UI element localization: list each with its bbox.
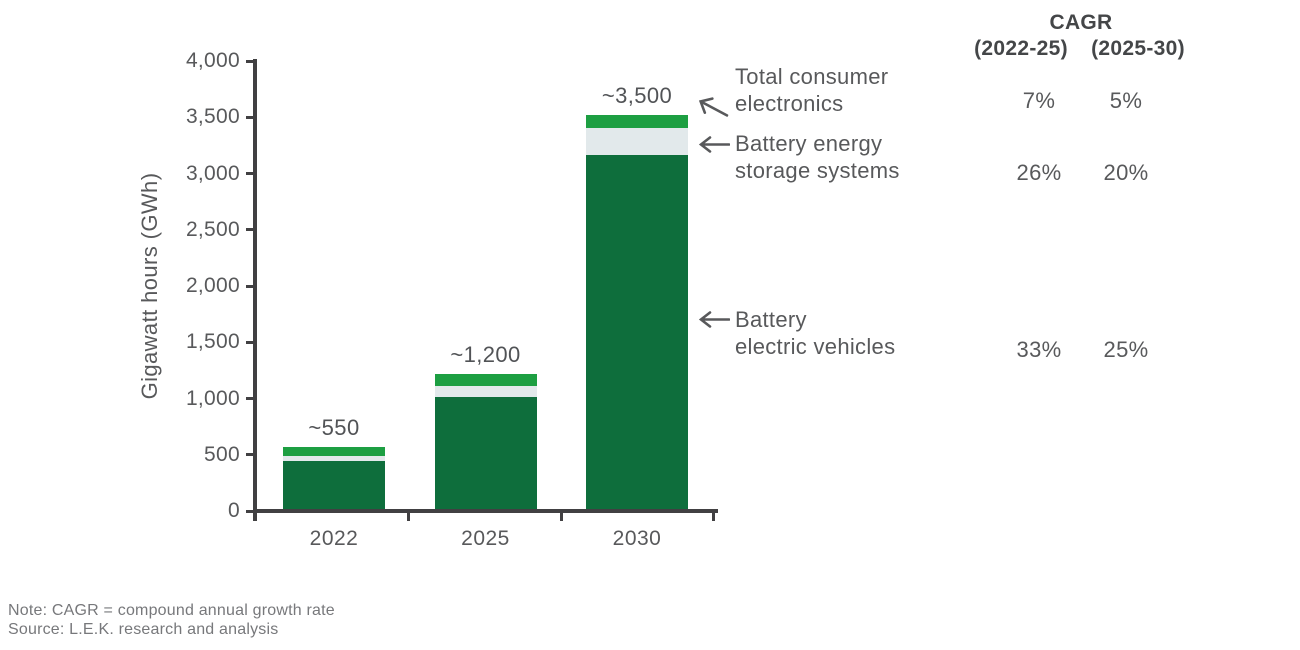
legend-consumer-electronics-line1: Total consumer — [735, 64, 889, 89]
arrow-left-icon — [698, 311, 730, 328]
y-tick-label: 1,500 — [185, 330, 240, 354]
x-axis-line — [253, 509, 718, 513]
y-axis-tick — [246, 59, 256, 63]
y-tick-label: 3,000 — [185, 161, 240, 185]
bar-segment-total-consumer-electronics — [283, 447, 385, 457]
cagr-value-bev-2530: 25% — [1103, 337, 1149, 362]
y-tick-label: 1,000 — [185, 386, 240, 410]
y-tick-label: 0 — [228, 499, 240, 522]
y-axis-tick — [246, 172, 256, 175]
bar-segment-total-consumer-electronics — [434, 374, 537, 387]
bar-total-label: ~3,500 — [601, 83, 673, 109]
y-tick-label: 500 — [204, 442, 240, 466]
x-axis-tick — [559, 512, 563, 521]
x-category-label: 2030 — [612, 527, 662, 550]
y-axis-tick — [246, 115, 256, 119]
y-tick-label: 3,500 — [185, 105, 240, 129]
y-axis-tick — [246, 453, 256, 457]
x-axis-tick — [253, 512, 257, 521]
cagr-value-ce-2530: 5% — [1109, 88, 1143, 113]
cagr-value-ce-2225: 7% — [1022, 88, 1056, 113]
source-text: Source: L.E.K. research and analysis — [8, 621, 279, 638]
legend-bev: Battery electric vehicles — [735, 306, 895, 360]
y-axis-tick — [246, 228, 256, 232]
cagr-value-bev-2225: 33% — [1016, 337, 1062, 362]
bar-total-label: ~550 — [308, 415, 360, 441]
y-tick-label: 4,000 — [185, 49, 240, 72]
bar-segment-battery-electric-vehicles — [434, 396, 537, 509]
cagr-value-bess-2225: 26% — [1016, 160, 1062, 185]
legend-bess-line2: storage systems — [735, 158, 900, 183]
y-tick-label: 2,000 — [185, 274, 240, 297]
bar-total-label: ~1,200 — [450, 342, 521, 367]
arrow-left-icon — [698, 136, 730, 153]
legend-bess-line1: Battery energy — [735, 131, 883, 156]
y-axis-tick — [246, 284, 256, 288]
legend-bev-line2: electric vehicles — [735, 334, 896, 359]
bar-segment-battery-energy-storage-systems — [283, 456, 385, 461]
bar-segment-total-consumer-electronics — [586, 115, 688, 128]
legend-bev-line1: Battery — [735, 307, 807, 332]
bar-segment-battery-energy-storage-systems — [434, 386, 537, 397]
legend-bess: Battery energy storage systems — [735, 130, 900, 184]
bar-segment-battery-electric-vehicles — [283, 460, 385, 509]
cagr-value-bess-2530: 20% — [1103, 160, 1149, 185]
cagr-col2-header: (2025-30) — [1091, 37, 1185, 60]
legend-consumer-electronics: Total consumer electronics — [735, 63, 888, 117]
bar-segment-battery-electric-vehicles — [586, 154, 688, 509]
arrow-down-left-icon — [698, 97, 729, 117]
cagr-col1-header: (2022-25) — [974, 37, 1068, 60]
x-axis-tick — [712, 512, 715, 521]
y-tick-label: 2,500 — [185, 217, 240, 241]
bar-segment-battery-energy-storage-systems — [586, 127, 688, 155]
cagr-table-title: CAGR — [1049, 11, 1113, 34]
x-category-label: 2025 — [461, 527, 510, 550]
x-category-label: 2022 — [309, 527, 359, 550]
note-text: Note: CAGR = compound annual growth rate — [8, 602, 335, 619]
legend-consumer-electronics-line2: electronics — [735, 91, 844, 116]
y-axis-tick — [246, 397, 256, 400]
x-axis-tick — [407, 512, 410, 521]
y-axis-line — [253, 59, 257, 521]
y-axis-tick — [246, 340, 256, 344]
y-axis-title: Gigawatt hours (GWh) — [137, 172, 162, 400]
y-axis-tick — [246, 509, 256, 513]
